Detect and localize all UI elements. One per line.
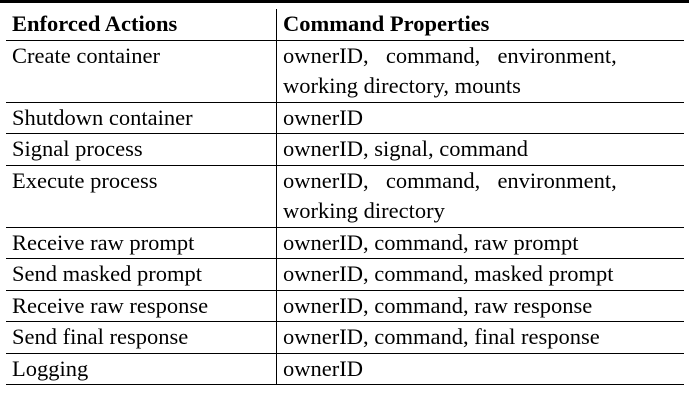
action-cell: Signal process — [6, 133, 277, 165]
properties-line: ownerID, command, masked prompt — [283, 261, 614, 286]
action-cell: Execute process — [6, 165, 277, 227]
properties-cell: ownerID, signal, command — [277, 134, 685, 166]
header-row: Enforced Actions Command Properties — [6, 9, 684, 40]
properties-line: ownerID, command, raw prompt — [283, 229, 579, 255]
properties-line: working directory — [283, 198, 445, 223]
table-row: Send masked prompt ownerID, command, mask… — [6, 258, 685, 291]
action-cell: Receive raw response — [6, 290, 277, 322]
properties-line: ownerID — [283, 355, 363, 381]
properties-line: ownerID, command, environment, — [283, 42, 617, 68]
properties-cell: ownerID, command, environment, working di… — [277, 40, 685, 102]
properties-line: ownerID, command, environment, — [283, 167, 617, 193]
action-cell: Shutdown container — [6, 102, 277, 134]
properties-cell: ownerID, command, final response — [277, 322, 685, 354]
action-cell: Receive raw prompt — [6, 227, 277, 259]
header-enforced-actions: Enforced Actions — [6, 9, 277, 40]
properties-line: ownerID, signal, command — [283, 136, 528, 161]
table-row: Shutdown container ownerID — [6, 102, 684, 134]
table-row: Signal process ownerID, signal, command — [6, 133, 685, 166]
table-row: Logging ownerID — [6, 353, 684, 385]
properties-line: ownerID — [283, 104, 363, 130]
action-cell: Logging — [6, 353, 277, 385]
top-rule — [0, 0, 689, 3]
properties-cell: ownerID — [277, 353, 685, 385]
table-row: Receive raw prompt ownerID, command, raw … — [6, 227, 684, 259]
action-cell: Send final response — [6, 321, 277, 353]
properties-cell: ownerID, command, masked prompt — [277, 259, 685, 291]
table-row: Execute process ownerID, command, environ… — [6, 165, 684, 227]
action-cell: Send masked prompt — [6, 258, 277, 290]
table-row: Send final response ownerID, command, fin… — [6, 321, 685, 354]
table-row: Receive raw response ownerID, command, ra… — [6, 290, 684, 322]
properties-cell: ownerID, command, environment, working di… — [277, 165, 685, 227]
properties-line: working directory, mounts — [283, 73, 521, 98]
properties-cell: ownerID — [277, 102, 685, 134]
action-cell: Create container — [6, 40, 277, 102]
header-command-properties: Command Properties — [283, 11, 490, 36]
enforced-actions-table: Enforced Actions Command Properties Crea… — [6, 9, 684, 385]
table-row: Create container ownerID, command, enviro… — [6, 40, 684, 102]
properties-cell: ownerID, command, raw response — [277, 290, 685, 322]
properties-cell: ownerID, command, raw prompt — [277, 227, 685, 259]
table-container: Enforced Actions Command Properties Crea… — [0, 0, 689, 385]
properties-line: ownerID, command, final response — [283, 324, 600, 349]
properties-line: ownerID, command, raw response — [283, 292, 593, 318]
